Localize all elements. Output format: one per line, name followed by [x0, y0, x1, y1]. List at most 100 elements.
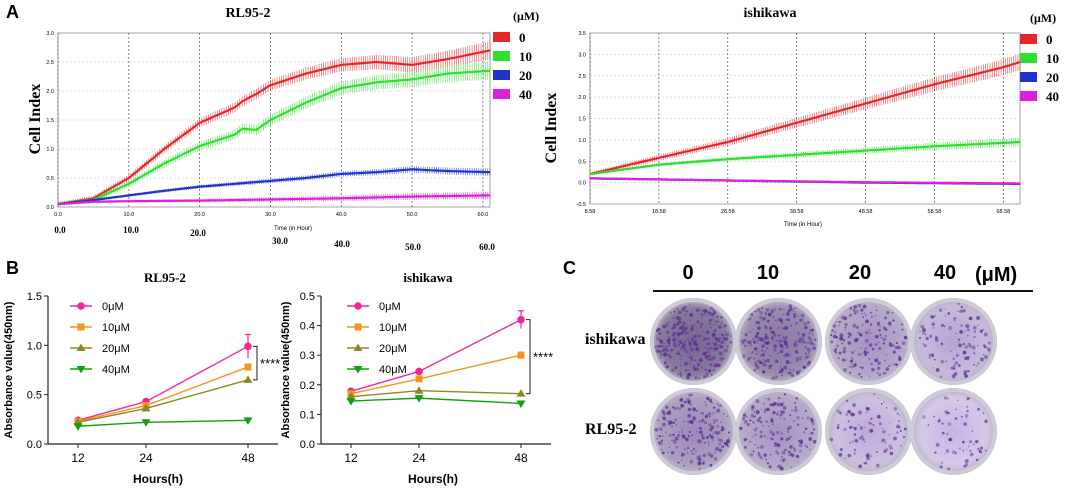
colony [954, 417, 958, 421]
colony [754, 433, 757, 436]
colony [704, 404, 708, 407]
colony [812, 334, 814, 336]
colony [838, 324, 840, 327]
colony [759, 456, 763, 460]
colony [944, 315, 947, 317]
colony [953, 318, 956, 322]
colony [944, 453, 946, 455]
colony [776, 464, 780, 468]
colony [957, 310, 959, 313]
colony [806, 347, 811, 352]
colony [889, 448, 891, 450]
colony [762, 358, 765, 361]
colony [783, 448, 786, 451]
legend-label: 20 [519, 68, 532, 83]
colony [810, 431, 814, 435]
legend-swatch [1020, 34, 1037, 44]
colony [870, 417, 873, 420]
colony [776, 452, 780, 456]
colony [903, 427, 907, 431]
colony [793, 419, 796, 422]
colony [669, 356, 672, 359]
concentration-label: 0 [682, 262, 694, 284]
colony [693, 367, 695, 369]
colony [687, 377, 690, 380]
colony [681, 427, 684, 430]
x-axis-label: Hours(h) [408, 472, 458, 486]
colony [773, 344, 778, 349]
colony [778, 342, 780, 344]
colony [724, 357, 726, 359]
data-point [73, 423, 83, 431]
colony [891, 447, 893, 449]
colony [975, 458, 979, 462]
colony [773, 402, 777, 405]
colony [720, 322, 723, 325]
colony [709, 365, 711, 367]
colony [694, 343, 699, 347]
y-tick-label: 0.0 [578, 181, 586, 187]
colony [774, 441, 778, 445]
colony [700, 366, 704, 369]
colony [745, 420, 748, 422]
colony [792, 312, 796, 316]
colony [686, 331, 690, 335]
colony [681, 328, 686, 333]
colony [696, 327, 698, 329]
colony-dots [829, 303, 908, 378]
colony [924, 333, 927, 336]
colony [667, 420, 670, 423]
colony [677, 332, 681, 336]
colony [764, 312, 768, 315]
colony [677, 352, 681, 355]
colony [984, 419, 988, 423]
colony [812, 428, 816, 431]
colony [870, 362, 874, 366]
colony [777, 334, 781, 337]
y-tick-label: 2.5 [578, 74, 586, 80]
colony [983, 345, 987, 349]
colony [836, 344, 840, 348]
legend-swatch [1020, 91, 1037, 101]
colony [790, 362, 793, 365]
colony [665, 405, 669, 410]
colony [863, 426, 866, 429]
legend-marker [354, 302, 362, 310]
x-tick-label-large: 0.0 [54, 225, 66, 235]
colony [874, 315, 877, 317]
colony [976, 345, 979, 347]
colony [754, 361, 758, 365]
colony [683, 347, 687, 351]
colony [888, 341, 891, 344]
colony [660, 439, 664, 442]
colony [783, 365, 788, 370]
y-tick-label: 1.5 [578, 117, 586, 123]
colony [976, 315, 981, 320]
colony [691, 452, 694, 455]
colony [706, 396, 710, 400]
x-tick-label: 10.0 [123, 212, 134, 218]
colony [720, 421, 723, 424]
colony [977, 447, 980, 451]
colony [955, 332, 957, 334]
colony [668, 446, 670, 449]
colony [888, 434, 891, 436]
colony [930, 353, 935, 357]
colony [783, 393, 786, 396]
colony [749, 330, 752, 333]
colony [710, 435, 714, 439]
colony [891, 311, 894, 314]
colony [884, 359, 886, 362]
colony [695, 409, 698, 412]
colony [931, 315, 935, 319]
colony [869, 332, 872, 335]
legend-label: 20μM [379, 343, 407, 355]
colony-dots [829, 393, 907, 469]
colony [986, 347, 989, 350]
colony [794, 408, 798, 413]
legend-label: 10μM [102, 322, 130, 334]
colony [694, 339, 697, 343]
colony [849, 306, 853, 310]
colony [884, 328, 888, 332]
